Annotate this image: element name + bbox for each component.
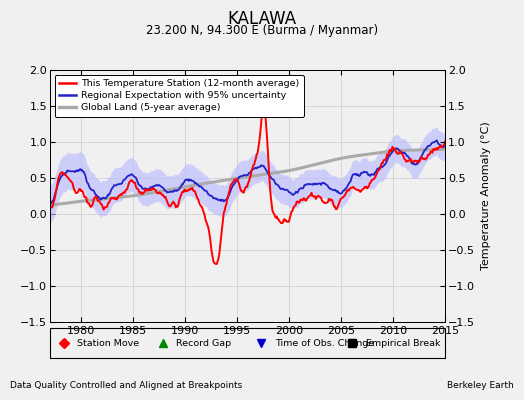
Text: KALAWA: KALAWA	[227, 10, 297, 28]
Text: Record Gap: Record Gap	[177, 338, 232, 348]
Text: Time of Obs. Change: Time of Obs. Change	[275, 338, 375, 348]
Text: Berkeley Earth: Berkeley Earth	[447, 381, 514, 390]
Text: Data Quality Controlled and Aligned at Breakpoints: Data Quality Controlled and Aligned at B…	[10, 381, 243, 390]
Legend: This Temperature Station (12-month average), Regional Expectation with 95% uncer: This Temperature Station (12-month avera…	[54, 75, 304, 117]
Text: 23.200 N, 94.300 E (Burma / Myanmar): 23.200 N, 94.300 E (Burma / Myanmar)	[146, 24, 378, 37]
Y-axis label: Temperature Anomaly (°C): Temperature Anomaly (°C)	[481, 122, 491, 270]
Text: Empirical Break: Empirical Break	[366, 338, 441, 348]
Text: Station Move: Station Move	[78, 338, 139, 348]
